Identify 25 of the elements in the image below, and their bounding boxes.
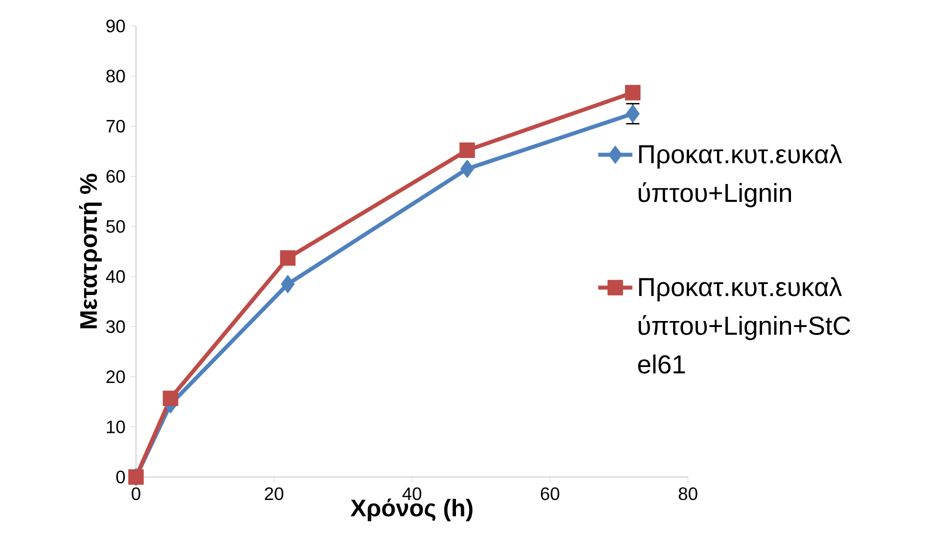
y-tick-label: 10 — [106, 420, 125, 434]
y-tick-label: 80 — [106, 70, 125, 82]
point — [625, 84, 641, 100]
y-tick-label: 0 — [116, 470, 125, 484]
x-tick-label: 0 — [132, 487, 140, 500]
point — [162, 390, 178, 406]
y-tick-label: 50 — [106, 220, 125, 233]
point — [280, 250, 296, 266]
point — [459, 142, 475, 158]
x-tick-label: 40 — [402, 487, 422, 500]
y-tick-label: 70 — [106, 120, 125, 133]
y-tick-label: 40 — [106, 270, 125, 283]
legend-label: Προκατ.κυτ.ευκαλύπτου+Lignin+StCel61 — [638, 277, 850, 374]
point — [280, 275, 295, 294]
y-tick-label: 30 — [106, 320, 125, 334]
y-tick-label: 90 — [106, 20, 125, 32]
x-tick-label: 20 — [264, 487, 284, 500]
y-axis-title: Μετατροπή % — [79, 174, 102, 328]
point — [460, 160, 474, 178]
x-tick-label: 60 — [540, 487, 560, 500]
y-tick-label: 20 — [106, 370, 125, 384]
legend-label: Προκατ.κυτ.ευκαλύπτου+Lignin — [638, 144, 842, 208]
x-tick-label: 80 — [678, 487, 698, 500]
y-tick-label: 60 — [106, 170, 125, 183]
x-axis-title: Χρόνος (h) — [350, 498, 472, 522]
